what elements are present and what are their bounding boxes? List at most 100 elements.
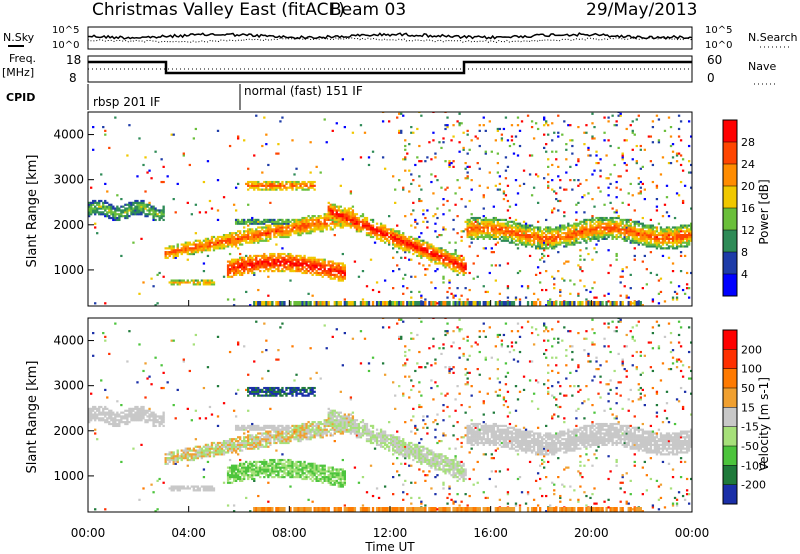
heatmap-cell xyxy=(599,222,602,225)
heatmap-cell xyxy=(482,224,485,227)
heatmap-cell xyxy=(116,419,119,422)
heatmap-cell xyxy=(561,232,564,235)
heatmap-cell xyxy=(208,239,212,242)
heatmap-cell xyxy=(549,230,552,233)
heatmap-cell xyxy=(259,237,262,240)
heatmap-cell xyxy=(140,203,143,206)
heatmap-cell xyxy=(172,451,175,454)
heatmap-cell xyxy=(418,144,421,148)
heatmap-cell xyxy=(267,256,270,259)
heatmap-cell xyxy=(172,455,175,458)
heatmap-cell xyxy=(230,264,234,267)
heatmap-cell xyxy=(297,224,300,227)
heatmap-cell xyxy=(599,158,602,161)
ground-scatter-cell xyxy=(510,301,514,306)
heatmap-cell xyxy=(534,235,538,239)
heatmap-cell xyxy=(311,218,314,222)
heatmap-cell xyxy=(541,252,544,256)
heatmap-cell xyxy=(649,271,653,275)
heatmap-cell xyxy=(194,457,198,460)
heatmap-cell xyxy=(432,131,435,134)
heatmap-cell xyxy=(110,207,113,210)
heatmap-cell xyxy=(96,438,99,441)
heatmap-cell xyxy=(303,254,306,258)
heatmap-cell xyxy=(317,260,320,263)
heatmap-cell xyxy=(144,419,147,422)
heatmap-cell xyxy=(547,239,550,242)
heatmap-cell xyxy=(613,211,616,214)
heatmap-cell xyxy=(373,230,377,233)
heatmap-cell xyxy=(275,228,278,231)
heatmap-cell xyxy=(448,160,451,163)
heatmap-cell xyxy=(164,252,167,256)
heatmap-cell xyxy=(202,468,206,471)
heatmap-cell xyxy=(313,226,316,229)
heatmap-cell xyxy=(458,262,461,265)
heatmap-cell xyxy=(339,262,342,265)
heatmap-cell xyxy=(321,266,324,269)
heatmap-cell xyxy=(595,150,598,153)
heatmap-cell xyxy=(251,262,254,265)
heatmap-cell xyxy=(148,413,151,416)
heatmap-cell xyxy=(247,386,250,390)
heatmap-cell xyxy=(543,243,546,246)
heatmap-cell xyxy=(184,251,187,254)
heatmap-cell xyxy=(253,188,256,191)
heatmap-cell xyxy=(263,218,266,222)
heatmap-cell xyxy=(287,268,290,271)
heatmap-cell xyxy=(303,228,306,231)
heatmap-cell xyxy=(623,161,626,165)
ground-scatter-cell xyxy=(313,301,316,306)
heatmap-cell xyxy=(375,226,379,229)
heatmap-cell xyxy=(591,233,594,237)
heatmap-cell xyxy=(341,215,344,218)
heatmap-cell xyxy=(673,239,677,242)
ground-scatter-cell xyxy=(442,301,445,306)
heatmap-cell xyxy=(261,171,264,174)
heatmap-cell xyxy=(458,271,461,275)
heatmap-cell xyxy=(319,230,322,233)
heatmap-cell xyxy=(245,222,248,225)
heatmap-cell xyxy=(140,213,143,216)
heatmap-cell xyxy=(126,216,129,220)
heatmap-cell xyxy=(404,256,407,259)
heatmap-cell xyxy=(102,417,105,420)
heatmap-cell xyxy=(134,205,137,208)
heatmap-cell xyxy=(663,129,667,132)
heatmap-cell xyxy=(494,226,497,229)
heatmap-cell xyxy=(474,218,477,222)
heatmap-cell xyxy=(110,205,113,208)
heatmap-cell xyxy=(669,161,673,165)
heatmap-cell xyxy=(120,197,123,201)
heatmap-cell xyxy=(247,180,250,184)
heatmap-cell xyxy=(621,156,624,159)
heatmap-cell xyxy=(482,218,485,222)
heatmap-cell xyxy=(305,222,308,225)
ground-scatter-cell xyxy=(335,301,338,306)
ground-scatter-cell xyxy=(271,301,274,306)
heatmap-cell xyxy=(245,443,248,446)
heatmap-cell xyxy=(569,232,572,235)
heatmap-cell xyxy=(112,422,115,426)
heatmap-cell xyxy=(200,453,204,456)
heatmap-cell xyxy=(182,485,185,488)
heatmap-cell xyxy=(424,254,427,258)
heatmap-cell xyxy=(279,226,282,229)
heatmap-cell xyxy=(484,152,487,155)
heatmap-cell xyxy=(120,415,123,418)
heatmap-cell xyxy=(271,260,274,263)
heatmap-cell xyxy=(247,184,250,187)
heatmap-cell xyxy=(635,241,638,244)
heatmap-cell xyxy=(361,298,365,301)
heatmap-cell xyxy=(496,220,500,223)
heatmap-cell xyxy=(581,226,584,229)
heatmap-cell xyxy=(104,213,107,216)
heatmap-cell xyxy=(243,256,246,259)
heatmap-cell xyxy=(257,218,260,222)
heatmap-cell xyxy=(464,266,467,269)
heatmap-cell xyxy=(329,264,332,267)
heatmap-cell xyxy=(190,453,193,456)
heatmap-cell xyxy=(313,218,316,222)
heatmap-cell xyxy=(90,411,93,414)
heatmap-cell xyxy=(442,275,445,278)
